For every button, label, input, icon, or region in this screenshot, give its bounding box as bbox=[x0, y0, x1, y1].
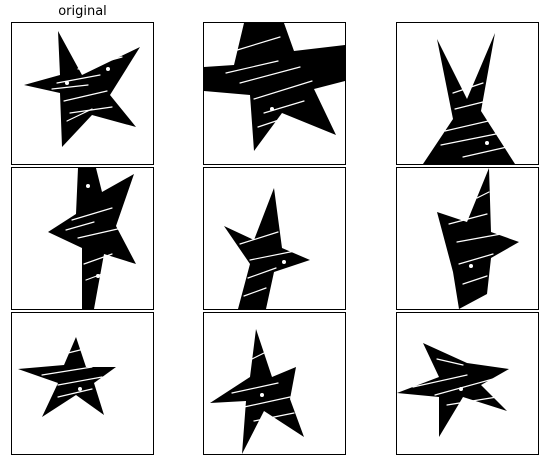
star-drawing bbox=[437, 168, 519, 309]
star-drawing bbox=[204, 23, 345, 151]
star-panel-5 bbox=[203, 167, 346, 310]
star-panel-2 bbox=[203, 22, 346, 165]
star-panel-8 bbox=[203, 312, 346, 455]
star-drawing bbox=[18, 337, 116, 417]
star-drawing bbox=[423, 33, 515, 164]
star-drawing bbox=[48, 168, 136, 309]
star-drawing bbox=[210, 329, 304, 454]
star-panel-9 bbox=[396, 312, 539, 455]
star-panel-7 bbox=[11, 312, 154, 455]
star-drawing bbox=[24, 31, 140, 147]
star-drawing bbox=[224, 188, 310, 309]
star-panel-4 bbox=[11, 167, 154, 310]
star-panel-3 bbox=[396, 22, 539, 165]
star-panel-original bbox=[11, 22, 154, 165]
star-panel-6 bbox=[396, 167, 539, 310]
star-drawing bbox=[397, 343, 509, 437]
original-title: original bbox=[58, 4, 107, 19]
